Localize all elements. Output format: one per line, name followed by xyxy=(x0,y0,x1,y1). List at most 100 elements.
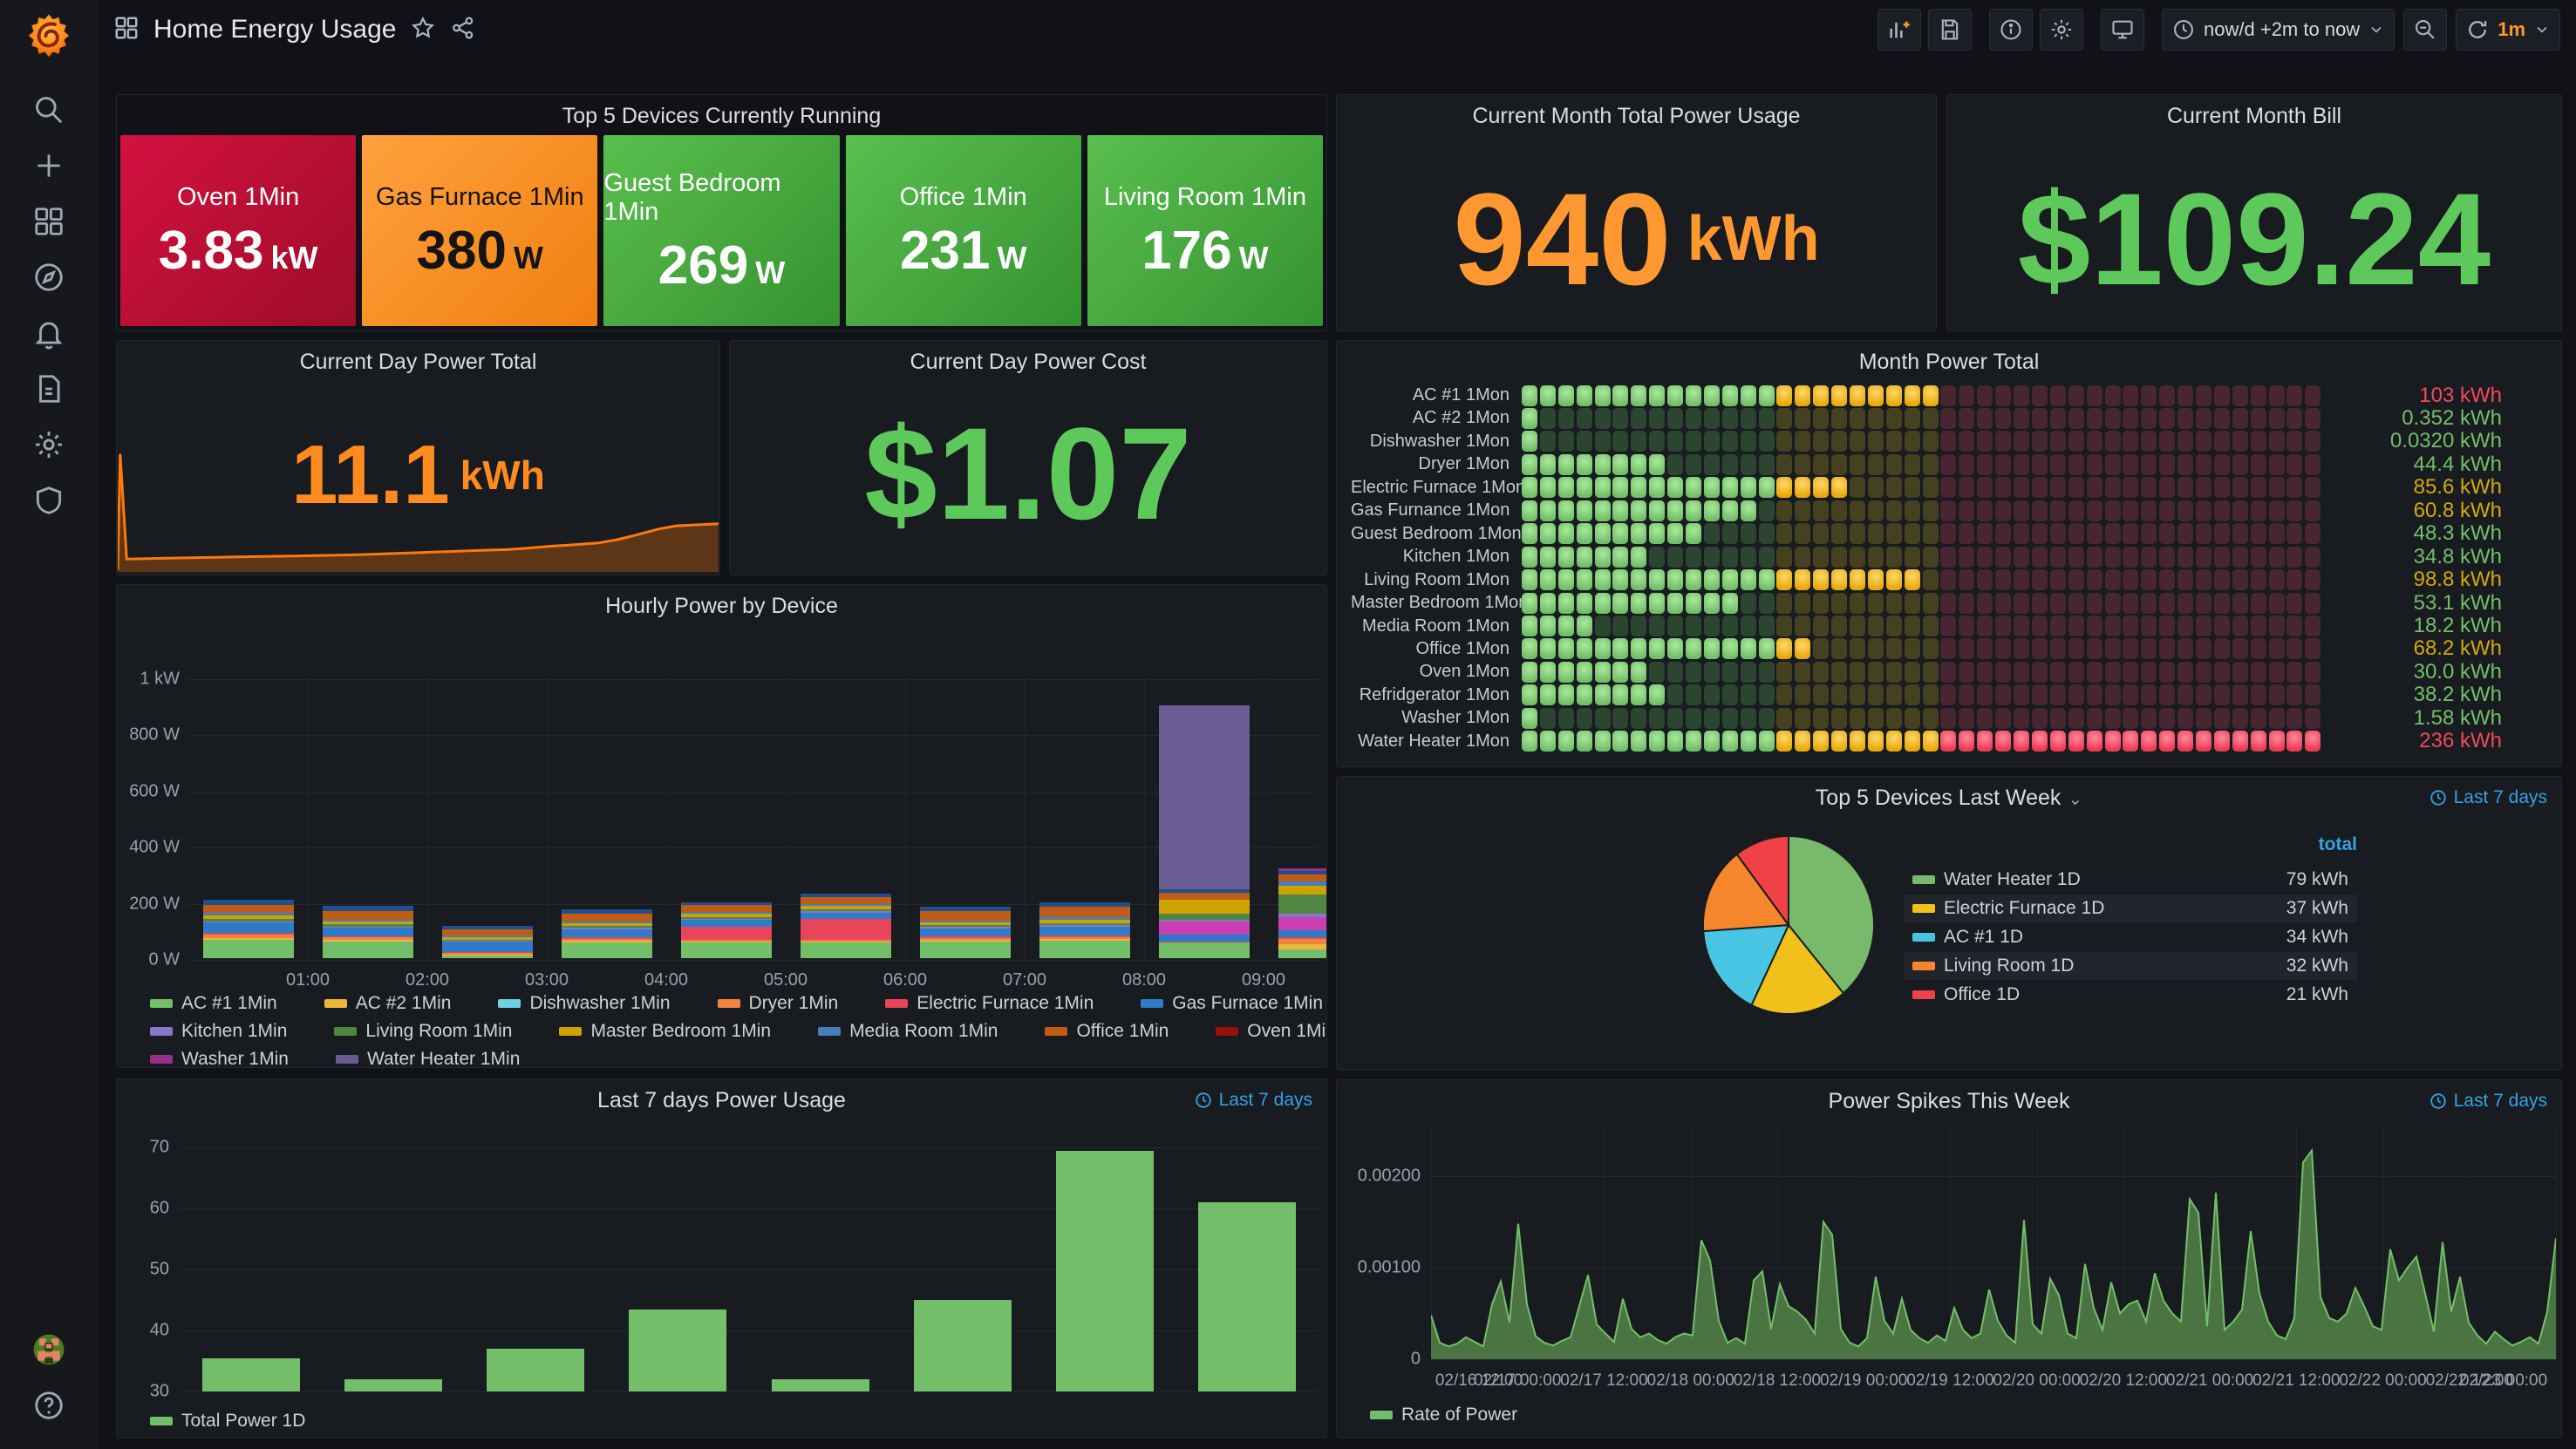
save-dashboard-button[interactable] xyxy=(1928,9,1973,51)
daily-usage-bar[interactable] xyxy=(487,1349,585,1391)
device-stat-tile[interactable]: Gas Furnace 1Min 380 W xyxy=(362,135,598,326)
panel-title[interactable]: Power Spikes This Week xyxy=(1828,1089,2070,1113)
panel-info-button[interactable] xyxy=(1989,9,2034,51)
grafana-logo-icon[interactable] xyxy=(24,12,73,61)
stacked-bar[interactable] xyxy=(1158,705,1250,958)
stacked-bar[interactable] xyxy=(322,906,413,958)
server-admin-shield-icon[interactable] xyxy=(21,473,77,528)
pie-slice[interactable] xyxy=(1702,923,1790,1007)
x-axis-tick: 02/22 00:00 xyxy=(2339,1371,2427,1390)
daily-usage-bar[interactable] xyxy=(1056,1150,1155,1391)
legend-item[interactable]: Media Room 1Min xyxy=(818,1021,998,1042)
lcd-cell xyxy=(2031,592,2048,614)
share-icon[interactable] xyxy=(450,15,476,45)
legend-table-row[interactable]: Water Heater 1D 79 kWh xyxy=(1904,866,2357,894)
legend-item[interactable]: Total Power 1D xyxy=(150,1411,305,1432)
panel-title[interactable]: Top 5 Devices Currently Running xyxy=(562,104,882,128)
star-icon[interactable] xyxy=(410,15,436,45)
stacked-bar[interactable] xyxy=(202,899,294,958)
legend-item[interactable]: Oven 1Min xyxy=(1216,1021,1326,1042)
legend-item[interactable]: Washer 1Min xyxy=(150,1049,289,1067)
panel-title[interactable]: Current Day Power Total xyxy=(299,350,537,374)
configuration-gear-icon[interactable] xyxy=(21,417,77,473)
stacked-bar[interactable] xyxy=(561,908,652,958)
lcd-cell xyxy=(2141,592,2157,614)
stacked-bar[interactable] xyxy=(1039,901,1130,958)
daily-usage-bar[interactable] xyxy=(1198,1202,1297,1391)
dashboard-settings-button[interactable] xyxy=(2040,9,2084,51)
stacked-bar[interactable] xyxy=(441,926,533,958)
legend-item[interactable]: Kitchen 1Min xyxy=(150,1021,287,1042)
daily-usage-bar[interactable] xyxy=(771,1379,869,1391)
legend-item[interactable]: Rate of Power xyxy=(1370,1405,1517,1425)
legend-item[interactable]: Master Bedroom 1Min xyxy=(559,1021,771,1042)
dashboard-title[interactable]: Home Energy Usage xyxy=(153,15,397,44)
time-shift-link[interactable]: Last 7 days xyxy=(2429,1091,2547,1112)
legend-item[interactable]: Dryer 1Min xyxy=(717,993,839,1014)
dashboards-grid-icon[interactable] xyxy=(21,194,77,249)
time-range-picker[interactable]: now/d +2m to now xyxy=(2162,9,2395,51)
daily-usage-bar[interactable] xyxy=(344,1379,442,1391)
stacked-bar[interactable] xyxy=(800,893,891,958)
stacked-bar[interactable] xyxy=(919,906,1011,958)
pie-slice[interactable] xyxy=(1750,923,1845,1015)
daily-usage-bar[interactable] xyxy=(913,1300,1012,1391)
legend-item[interactable]: Gas Furnace 1Min xyxy=(1141,993,1323,1014)
refresh-picker[interactable]: 1m xyxy=(2456,9,2560,51)
search-icon[interactable] xyxy=(21,82,77,138)
stacked-bar[interactable] xyxy=(1278,868,1326,958)
time-shift-link[interactable]: Last 7 days xyxy=(2429,787,2547,808)
panel-title[interactable]: Current Month Total Power Usage xyxy=(1472,104,1801,128)
panel-title[interactable]: Month Power Total xyxy=(1858,350,2040,374)
lcd-cell xyxy=(1740,569,1756,591)
pie-slice[interactable] xyxy=(1701,853,1790,933)
legend-item[interactable]: Water Heater 1Min xyxy=(335,1049,520,1067)
lcd-cell xyxy=(1776,407,1793,429)
lcd-cell xyxy=(2213,616,2230,637)
panel-title[interactable]: Current Day Power Cost xyxy=(910,350,1147,374)
device-stat-tile[interactable]: Guest Bedroom 1Min 269 W xyxy=(603,135,840,326)
add-panel-button[interactable] xyxy=(1877,9,1922,51)
bar-segment xyxy=(202,904,294,913)
bar-segment xyxy=(202,919,294,922)
legend-table-row[interactable]: AC #1 1D 34 kWh xyxy=(1904,923,2357,951)
pie-slice[interactable] xyxy=(1788,834,1875,995)
gridline xyxy=(786,679,787,960)
legend-table-row[interactable]: Electric Furnace 1D 37 kWh xyxy=(1904,895,2357,922)
legend-item[interactable]: Office 1Min xyxy=(1045,1021,1169,1042)
legend-item[interactable]: AC #1 1Min xyxy=(150,993,277,1014)
legend-table-row[interactable]: Office 1D 21 kWh xyxy=(1904,981,2357,1009)
legend-label: Dryer 1Min xyxy=(748,993,839,1013)
stacked-bar[interactable] xyxy=(680,901,772,958)
legend-item[interactable]: Dishwasher 1Min xyxy=(498,993,671,1014)
pie-slice[interactable] xyxy=(1735,834,1789,929)
device-stat-tile[interactable]: Living Room 1Min 176 W xyxy=(1087,135,1324,326)
legend-item[interactable]: Living Room 1Min xyxy=(334,1021,512,1042)
tv-mode-button[interactable] xyxy=(2101,9,2145,51)
zoom-out-button[interactable] xyxy=(2403,9,2448,51)
alerting-bell-icon[interactable] xyxy=(21,305,77,361)
bar-segment xyxy=(202,940,294,958)
panel-title[interactable]: Last 7 days Power Usage xyxy=(597,1088,846,1112)
time-shift-link[interactable]: Last 7 days xyxy=(1194,1090,1312,1111)
panel-title[interactable]: Top 5 Devices Last Week ⌄ xyxy=(1815,786,2083,810)
daily-usage-bar[interactable] xyxy=(629,1309,727,1391)
panel-title[interactable]: Hourly Power by Device xyxy=(605,594,838,618)
explore-compass-icon[interactable] xyxy=(21,249,77,305)
last7-bar-chart: 70 60 50 40 30 Total Power 1D xyxy=(117,1079,1326,1438)
legend-table-header-total[interactable]: total xyxy=(2318,834,2357,854)
help-question-icon[interactable] xyxy=(21,1378,77,1433)
create-plus-icon[interactable] xyxy=(21,138,77,194)
lcd-cell xyxy=(1522,684,1537,706)
daily-usage-bar[interactable] xyxy=(201,1357,300,1391)
user-avatar[interactable] xyxy=(21,1322,77,1378)
docs-document-icon[interactable] xyxy=(21,361,77,417)
device-stat-tile[interactable]: Oven 1Min 3.83 kW xyxy=(120,135,357,326)
lcd-cells xyxy=(1522,707,2322,729)
lcd-cell xyxy=(2014,523,2030,545)
legend-item[interactable]: Electric Furnace 1Min xyxy=(885,993,1094,1014)
device-stat-tile[interactable]: Office 1Min 231 W xyxy=(845,135,1081,326)
panel-title[interactable]: Current Month Bill xyxy=(2166,104,2342,128)
legend-table-row[interactable]: Living Room 1D 32 kWh xyxy=(1904,952,2357,980)
legend-item[interactable]: AC #2 1Min xyxy=(324,993,451,1014)
